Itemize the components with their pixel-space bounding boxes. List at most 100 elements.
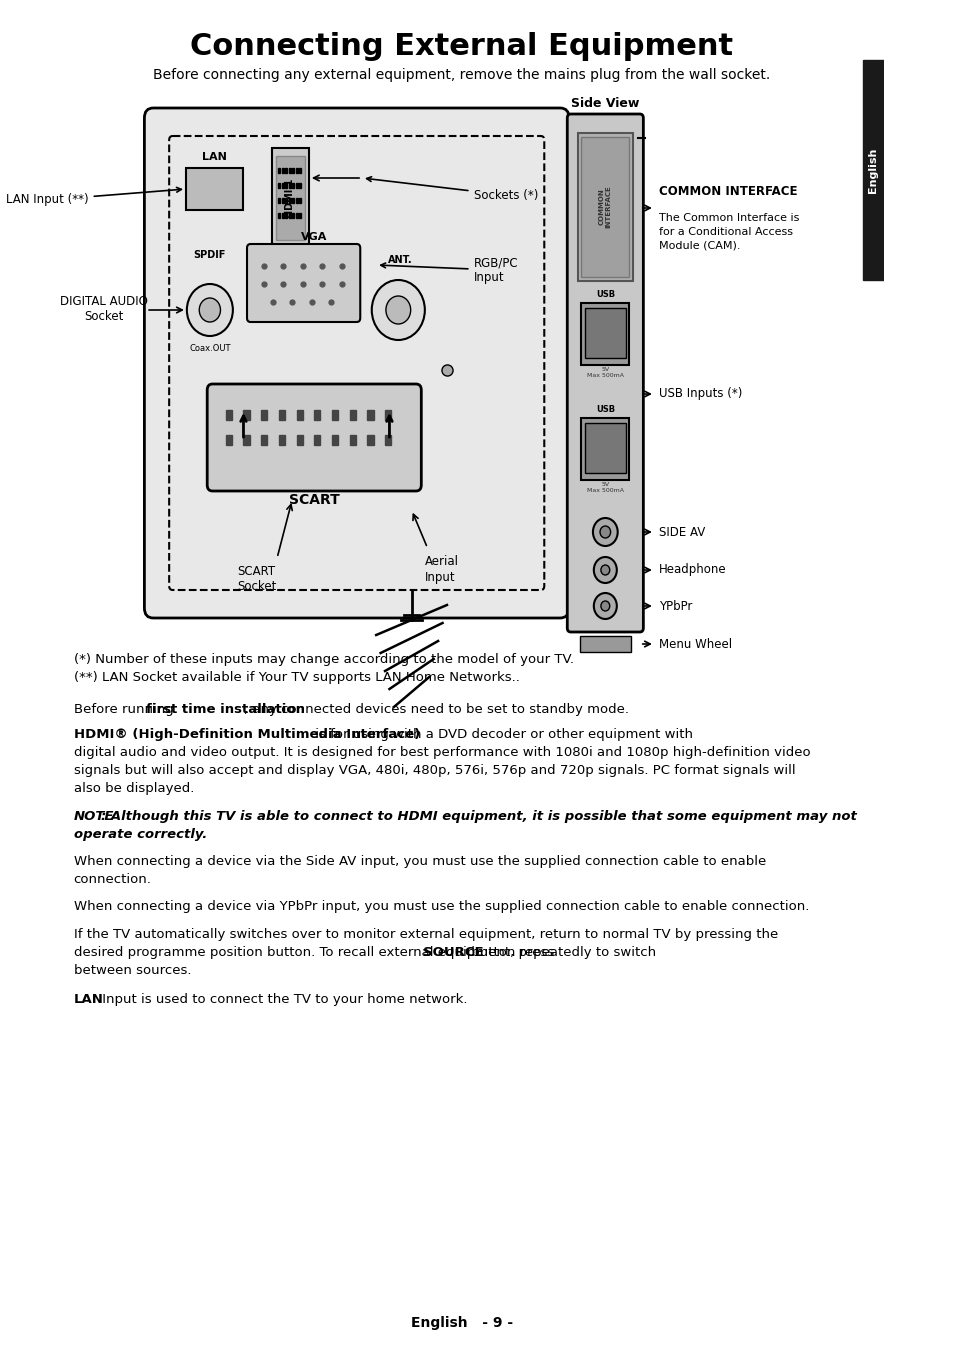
Bar: [289, 198, 291, 203]
Bar: [243, 435, 250, 445]
Bar: [285, 213, 287, 218]
Bar: [289, 213, 291, 218]
Bar: [243, 410, 250, 420]
Bar: [385, 435, 391, 445]
Bar: [285, 168, 287, 173]
Bar: [281, 198, 283, 203]
Bar: [296, 410, 302, 420]
Bar: [332, 435, 337, 445]
Text: Coax.OUT: Coax.OUT: [189, 344, 231, 353]
Bar: [277, 168, 280, 173]
Text: button repeatedly to switch: button repeatedly to switch: [467, 946, 656, 959]
Bar: [579, 636, 630, 653]
Bar: [272, 148, 309, 248]
Text: Menu Wheel: Menu Wheel: [659, 638, 732, 650]
Text: English   - 9 -: English - 9 -: [411, 1316, 513, 1330]
Bar: [186, 168, 243, 210]
Text: 5V
Max 500mA: 5V Max 500mA: [586, 482, 623, 493]
Bar: [295, 183, 297, 188]
Bar: [580, 303, 629, 366]
Circle shape: [599, 525, 610, 538]
Bar: [299, 213, 301, 218]
Text: digital audio and video output. It is designed for best performance with 1080i a: digital audio and video output. It is de…: [73, 746, 809, 760]
Circle shape: [593, 519, 617, 546]
Text: HDMI 1: HDMI 1: [285, 179, 295, 218]
Text: Aerial: Aerial: [424, 555, 458, 567]
Text: ANT.: ANT.: [387, 255, 412, 265]
Bar: [292, 198, 294, 203]
Bar: [578, 133, 632, 282]
Text: Connecting External Equipment: Connecting External Equipment: [191, 32, 733, 61]
Text: Side View: Side View: [571, 97, 639, 110]
Bar: [314, 410, 320, 420]
Text: Input is used to connect the TV to your home network.: Input is used to connect the TV to your …: [98, 992, 467, 1006]
Text: for a Conditional Access: for a Conditional Access: [659, 227, 793, 237]
Bar: [314, 435, 320, 445]
FancyBboxPatch shape: [567, 114, 642, 632]
Circle shape: [187, 284, 233, 336]
Bar: [295, 168, 297, 173]
Text: VGA: VGA: [301, 232, 327, 242]
Text: Input: Input: [424, 571, 455, 584]
FancyBboxPatch shape: [144, 108, 568, 617]
Bar: [367, 435, 374, 445]
Text: : Although this TV is able to connect to HDMI equipment, it is possible that som: : Although this TV is able to connect to…: [101, 810, 856, 823]
Bar: [295, 198, 297, 203]
Bar: [261, 410, 267, 420]
Bar: [584, 422, 625, 473]
Circle shape: [199, 298, 220, 322]
Text: LAN Input (**): LAN Input (**): [6, 187, 181, 207]
Text: Headphone: Headphone: [659, 563, 726, 577]
Circle shape: [593, 556, 617, 584]
Bar: [226, 410, 232, 420]
Text: SOURCE: SOURCE: [422, 946, 483, 959]
Text: , any connected devices need to be set to standby mode.: , any connected devices need to be set t…: [244, 703, 629, 716]
FancyBboxPatch shape: [207, 385, 421, 492]
Bar: [277, 183, 280, 188]
Text: COMMON INTERFACE: COMMON INTERFACE: [659, 185, 797, 198]
Text: Socket: Socket: [84, 310, 123, 324]
Text: If the TV automatically switches over to monitor external equipment, return to n: If the TV automatically switches over to…: [73, 927, 777, 941]
Bar: [580, 418, 629, 481]
Text: COMMON
INTERFACE: COMMON INTERFACE: [598, 185, 611, 229]
Bar: [278, 435, 285, 445]
Bar: [580, 137, 629, 278]
Text: Module (CAM).: Module (CAM).: [659, 241, 740, 250]
Bar: [278, 410, 285, 420]
Bar: [295, 213, 297, 218]
Text: (*) Number of these inputs may change according to the model of your TV.: (*) Number of these inputs may change ac…: [73, 653, 573, 666]
Circle shape: [600, 601, 609, 611]
Bar: [350, 410, 355, 420]
Bar: [281, 213, 283, 218]
Circle shape: [600, 565, 609, 575]
Bar: [289, 168, 291, 173]
Bar: [226, 435, 232, 445]
Text: Socket: Socket: [236, 580, 276, 593]
Bar: [276, 156, 304, 240]
Text: is for using with a DVD decoder or other equipment with: is for using with a DVD decoder or other…: [311, 728, 692, 741]
Text: desired programme position button. To recall external equipment, press: desired programme position button. To re…: [73, 946, 558, 959]
Text: RGB/PC
Input: RGB/PC Input: [380, 256, 517, 284]
Bar: [292, 213, 294, 218]
Text: When connecting a device via the Side AV input, you must use the supplied connec: When connecting a device via the Side AV…: [73, 854, 765, 868]
Bar: [367, 410, 374, 420]
Text: USB: USB: [595, 290, 615, 299]
Text: operate correctly.: operate correctly.: [73, 829, 207, 841]
Text: DIGITAL AUDIO: DIGITAL AUDIO: [60, 295, 148, 307]
Bar: [285, 198, 287, 203]
Bar: [277, 213, 280, 218]
Text: Sockets (*): Sockets (*): [366, 177, 537, 202]
Text: Before running: Before running: [73, 703, 177, 716]
Text: between sources.: between sources.: [73, 964, 191, 978]
Bar: [281, 183, 283, 188]
Bar: [350, 435, 355, 445]
Bar: [261, 435, 267, 445]
Text: SCART: SCART: [289, 493, 339, 506]
Bar: [862, 60, 883, 280]
Text: 5V
Max 500mA: 5V Max 500mA: [586, 367, 623, 378]
Bar: [385, 410, 391, 420]
Bar: [285, 183, 287, 188]
Bar: [281, 168, 283, 173]
Bar: [289, 183, 291, 188]
Text: YPbPr: YPbPr: [659, 600, 692, 612]
